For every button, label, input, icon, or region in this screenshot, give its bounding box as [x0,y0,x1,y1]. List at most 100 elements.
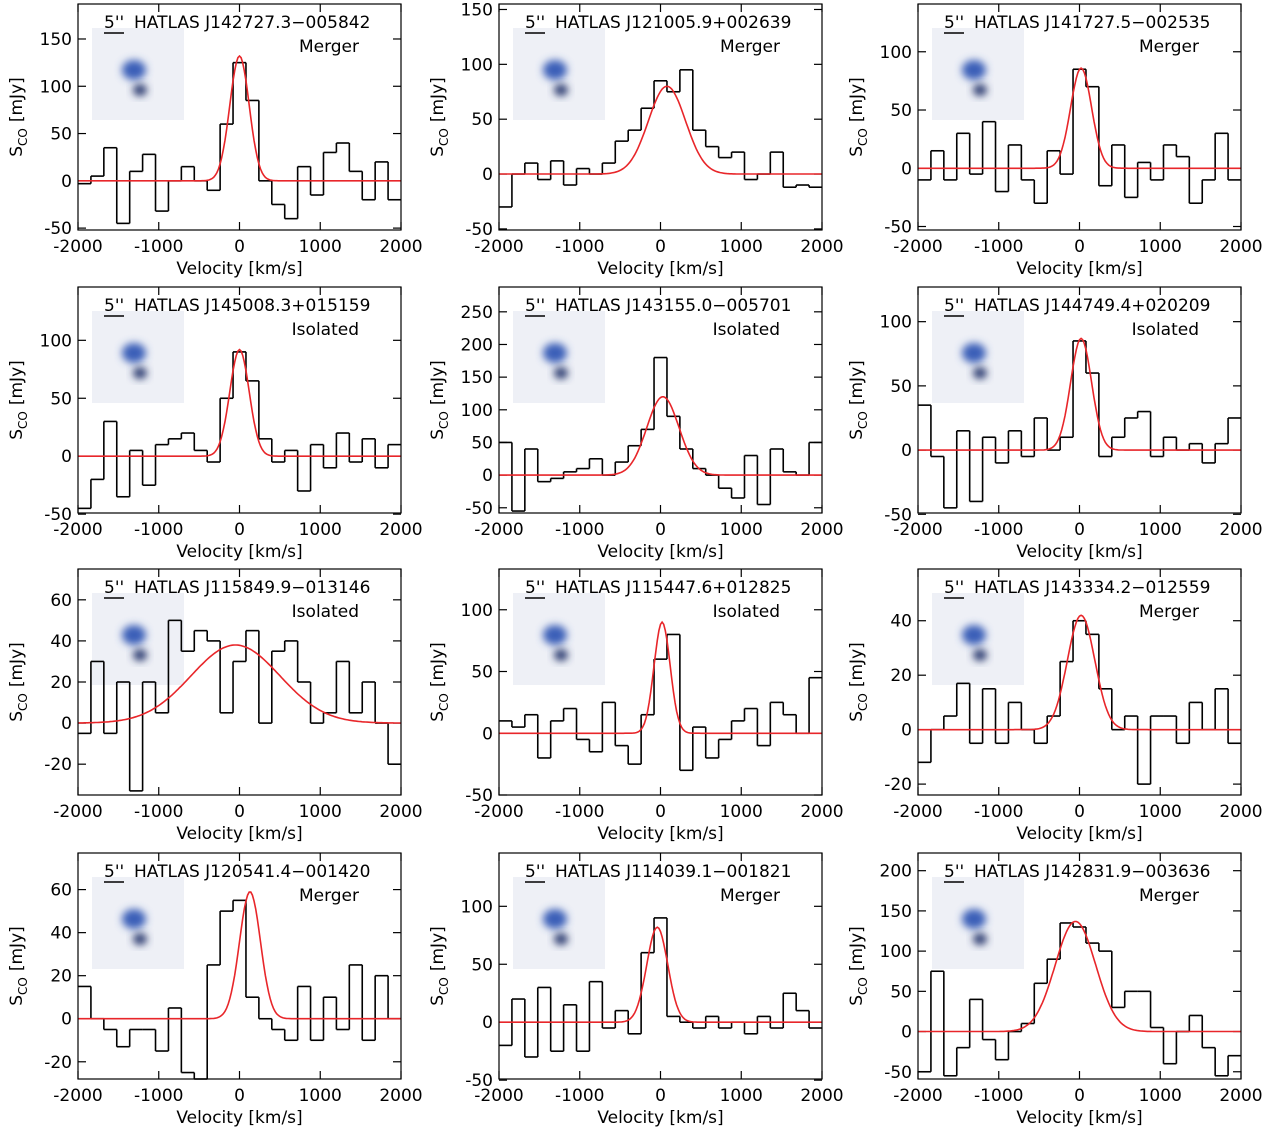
y-label-unit: [mJy] [7,77,27,122]
y-label-unit: [mJy] [7,642,27,687]
y-tick-label: 100 [40,77,72,97]
y-tick-label: 50 [890,982,912,1002]
y-label-unit: [mJy] [7,926,27,971]
y-tick-label: -50 [465,786,493,806]
scale-label: 5'' [525,296,545,316]
galaxy [122,343,146,363]
x-tick-label: 2000 [379,520,422,540]
panel-title: HATLAS J142831.9−003636 [974,862,1210,882]
gaussian-fit [918,67,1241,170]
panel: -2000 -1000 0 1000 2000 -20 0 20 40 60 5'' HATLAS J… [7,568,423,844]
gaussian-fit [918,614,1241,731]
x-axis-label: Velocity [km/s] [597,259,723,279]
y-tick-label: 100 [461,55,493,75]
y-label-subscript: CO [16,411,30,429]
y-tick-label: 50 [890,377,912,397]
scale-label: 5'' [525,862,545,882]
x-tick-label: -2000 [53,802,102,822]
panel: -2000 -1000 0 1000 2000 -50 0 50 100 5'' HATLAS J1… [428,568,844,844]
plot-frame [917,3,1242,231]
galaxy [122,60,146,80]
y-tick-label: 100 [40,331,72,351]
plot-frame [498,286,823,514]
x-axis-label: Velocity [km/s] [176,824,302,844]
y-axis-label: SCO [mJy] [847,926,870,1006]
y-tick-label: 50 [471,955,493,975]
panel-title: HATLAS J115447.6+012825 [555,578,791,598]
scale-label: 5'' [104,296,124,316]
x-tick-label: 0 [655,1086,666,1106]
y-axis-label: SCO [mJy] [428,642,451,722]
y-axis-label: SCO [mJy] [428,926,451,1006]
annotation: Isolated [292,602,359,622]
y-tick-label: 40 [890,612,912,632]
y-tick-label: 200 [880,862,912,882]
y-tick-label: 40 [50,924,72,944]
x-tick-label: 1000 [1139,237,1182,257]
y-tick-label: -50 [884,1063,912,1083]
y-tick-label: 250 [461,303,493,323]
y-label-subscript: CO [437,128,451,146]
y-label-symbol: S [847,429,867,440]
galaxy [122,625,146,645]
scale-label: 5'' [944,296,964,316]
x-tick-label: -1000 [974,1086,1023,1106]
y-label-subscript: CO [437,693,451,711]
annotation: Merger [720,886,780,906]
galaxy [973,649,987,661]
x-tick-label: 0 [234,802,245,822]
panel-title: HATLAS J141727.5−002535 [974,13,1210,33]
y-tick-label: 20 [50,967,72,987]
y-axis-label: SCO [mJy] [847,642,870,722]
x-tick-label: 1000 [299,237,342,257]
galaxy [962,909,986,929]
x-tick-label: 1000 [299,802,342,822]
y-label-unit: [mJy] [847,360,867,405]
x-tick-label: -1000 [134,520,183,540]
y-tick-label: 50 [471,433,493,453]
y-axis-label: SCO [mJy] [428,77,451,157]
x-tick-label: -2000 [53,237,102,257]
y-tick-label: 100 [880,942,912,962]
x-axis-label: Velocity [km/s] [1016,824,1142,844]
x-axis-label: Velocity [km/s] [1016,1108,1142,1128]
y-tick-label: 0 [61,714,72,734]
annotation: Merger [720,37,780,57]
plot-frame [77,3,402,231]
y-tick-label: -50 [465,1071,493,1091]
y-label-unit: [mJy] [428,77,448,122]
scale-label: 5'' [525,13,545,33]
panel-title: HATLAS J120541.4−001420 [134,862,370,882]
y-label-unit: [mJy] [847,642,867,687]
y-tick-label: -20 [44,1053,72,1073]
y-label-symbol: S [7,146,27,157]
x-tick-label: 0 [1074,1086,1085,1106]
y-label-unit: [mJy] [7,360,27,405]
plot-frame [77,568,402,796]
x-tick-label: 2000 [1219,520,1262,540]
y-label-symbol: S [847,711,867,722]
y-tick-label: 0 [61,447,72,467]
panel: -2000 -1000 0 1000 2000 -50 0 50 100 5'' HATLAS J1… [847,3,1263,279]
y-tick-label: 0 [901,441,912,461]
x-tick-label: -1000 [555,520,604,540]
plot-frame [498,3,823,231]
y-tick-label: -20 [44,755,72,775]
panel-title: HATLAS J121005.9+002639 [555,13,791,33]
plot-frame [77,852,402,1080]
annotation: Merger [1139,886,1199,906]
x-tick-label: 2000 [1219,237,1262,257]
plot-frame [498,852,823,1080]
panel-title: HATLAS J145008.3+015159 [134,296,370,316]
y-label-subscript: CO [16,693,30,711]
x-tick-label: -2000 [474,237,523,257]
panel: -2000 -1000 0 1000 2000 -50 0 50 100 150 200 250 5''… [428,286,844,562]
y-tick-label: 100 [461,601,493,621]
panel: -2000 -1000 0 1000 2000 -50 0 50 100 5'' HATLAS J1… [7,286,423,562]
y-tick-label: 60 [50,881,72,901]
y-label-subscript: CO [16,128,30,146]
gaussian-fit [78,891,401,1020]
x-tick-label: 0 [655,520,666,540]
panel-title: HATLAS J115849.9−013146 [134,578,370,598]
galaxy [543,60,567,80]
